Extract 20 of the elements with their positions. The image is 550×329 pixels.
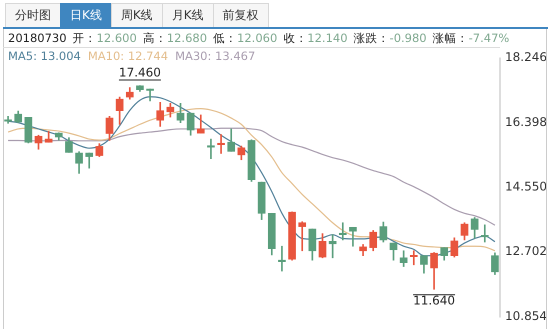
y-tick-label: 14.550 <box>505 180 547 194</box>
text: 分时图 <box>5 3 61 27</box>
candlestick <box>217 134 225 154</box>
candlestick <box>207 138 215 160</box>
candlestick <box>278 246 286 272</box>
candlestick <box>146 88 154 102</box>
text: MA30: 13.467 <box>175 49 256 63</box>
y-tick-label: 18.246 <box>505 50 547 64</box>
candlestick <box>349 226 357 247</box>
chart-title: 20180730 开：12.600 高：12.680 低：12.060 收：12.140 涨跌：-0.980 涨幅：-7.47% <box>8 31 510 45</box>
annotation: 11.640 <box>413 293 456 308</box>
y-tick-label: 10.854 <box>505 308 547 323</box>
y-tick-label: 16.398 <box>505 114 547 129</box>
text: MA10: 12.744 <box>88 49 168 63</box>
text: MA5: 13.004 <box>8 49 81 63</box>
y-tick-label: 12.702 <box>505 244 547 258</box>
annotation: 17.460 <box>118 66 161 80</box>
text: 周K线 <box>110 3 163 27</box>
text: 前复权 <box>212 3 269 27</box>
text: 月K线 <box>162 3 214 27</box>
